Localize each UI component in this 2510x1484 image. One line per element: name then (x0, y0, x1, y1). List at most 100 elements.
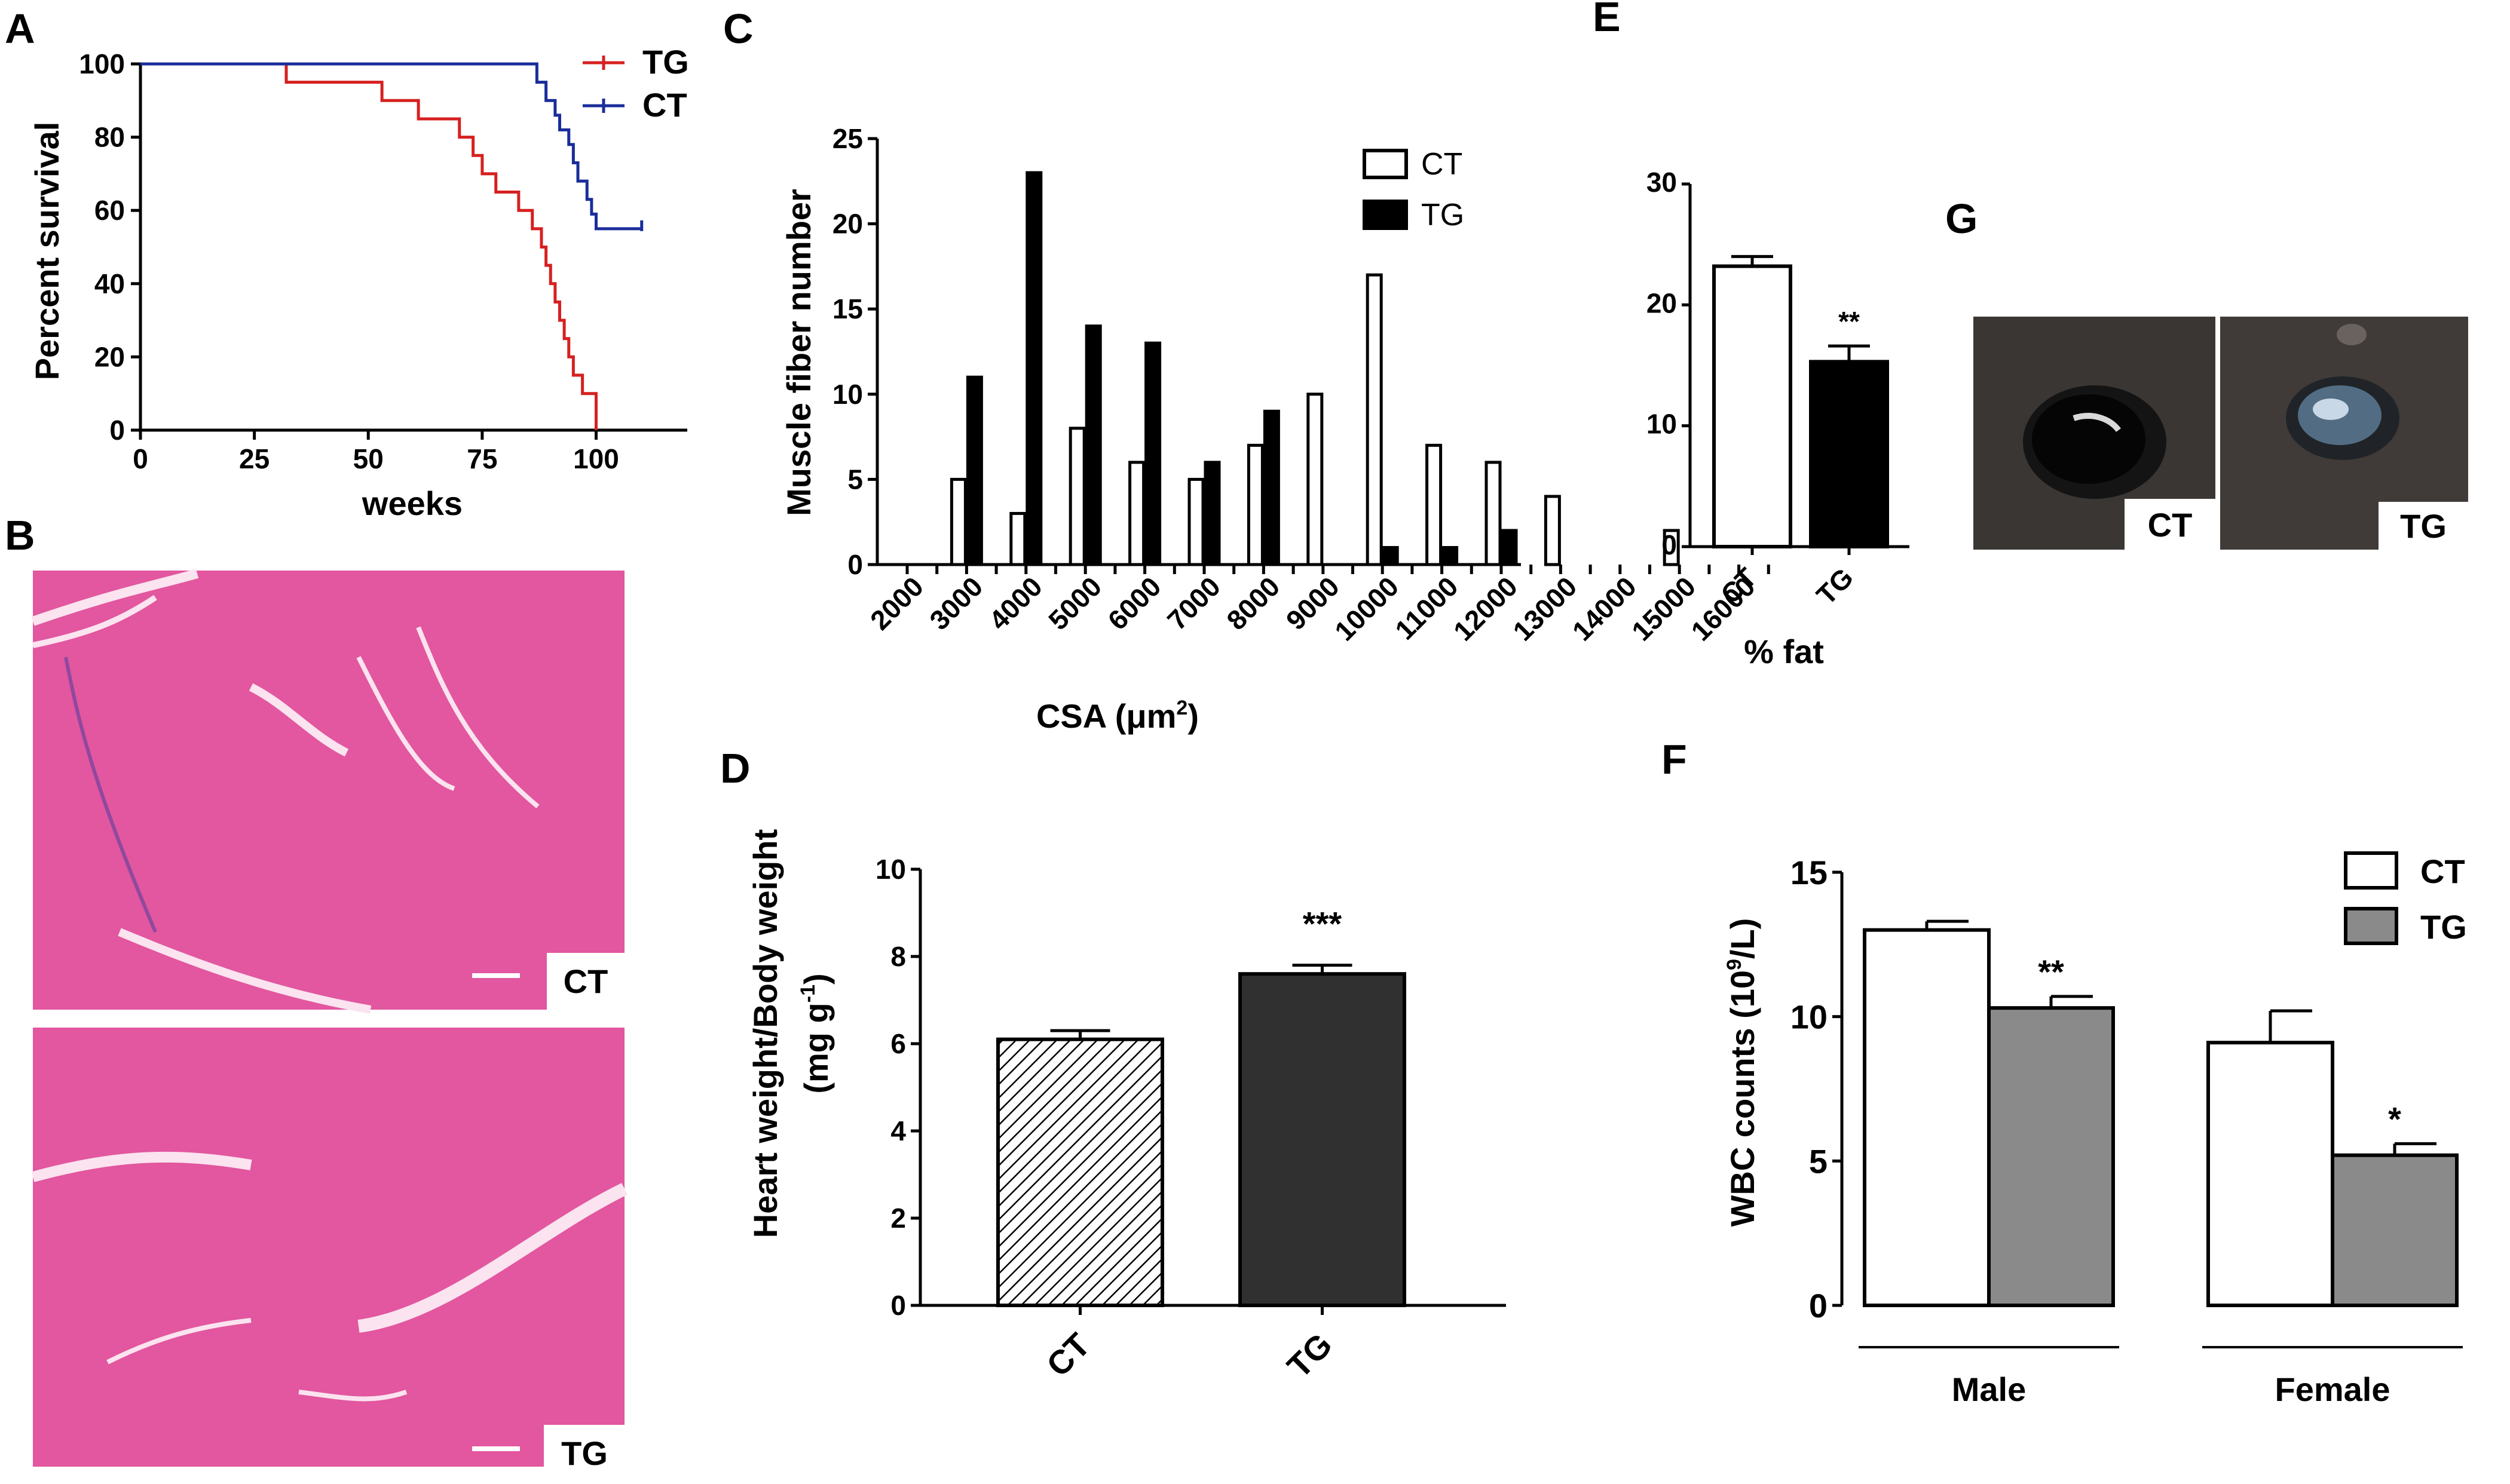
c-x-tick-label: 12000 (1447, 571, 1523, 646)
c-bar-tg (1204, 461, 1221, 566)
eye-label-ct: CT (2148, 506, 2193, 544)
a-legend-label-ct: CT (642, 86, 687, 124)
c-legend-swatch-tg (1363, 200, 1408, 230)
f-legend-label-ct: CT (2420, 853, 2465, 890)
e-bar-tg (1809, 360, 1889, 548)
c-legend-swatch-ct (1363, 149, 1408, 179)
a-series-line-ct (140, 62, 642, 231)
c-bar-tg (1501, 529, 1518, 566)
panel-label-b: B (5, 512, 35, 559)
c-bar-tg (1263, 409, 1280, 566)
f-y-tick-label: 5 (1809, 1142, 1828, 1180)
a-y-tick-label: 0 (109, 415, 125, 446)
e-x-axis-label: % fat (1744, 633, 1824, 670)
d-y-axis-label: Heart weight/Body weight (746, 829, 784, 1238)
a-x-tick-label: 100 (573, 443, 619, 474)
d-bar-tg (1238, 972, 1406, 1307)
f-y-tick-label: 0 (1809, 1287, 1828, 1324)
c-x-tick-label: 5000 (1042, 571, 1107, 636)
panel-a-survival-chart: A 0 20 40 60 80 100 0 25 50 75 100 TG CT Percent sur… (5, 5, 689, 522)
c-legend-label-tg: TG (1421, 198, 1464, 232)
f-y-tick-label: 10 (1790, 998, 1828, 1036)
e-y-tick-label: 30 (1646, 167, 1677, 198)
d-y-tick-label: 0 (890, 1290, 906, 1321)
e-y-tick-label: 0 (1661, 529, 1677, 560)
c-bar-ct (1425, 443, 1443, 566)
c-y-axis-label: Muscle fiber number (780, 189, 818, 516)
c-x-tick-label: 15000 (1626, 571, 1701, 646)
c-x-tick-label: 11000 (1389, 571, 1464, 645)
c-x-tick-label: 14000 (1566, 571, 1642, 646)
d-bar-ct (996, 1037, 1164, 1307)
c-bar-ct (1484, 461, 1502, 566)
c-x-tick-label: 6000 (1102, 571, 1167, 636)
c-x-axis-label: CSA (μm2) (1036, 697, 1199, 735)
a-x-axis-label: weeks (362, 485, 463, 522)
c-legend-label-ct: CT (1421, 147, 1462, 182)
e-significance-label: ** (1838, 306, 1860, 337)
e-y-tick-label: 20 (1646, 287, 1677, 318)
c-y-tick-label: 0 (847, 549, 863, 580)
c-bar-tg (1382, 545, 1399, 566)
c-bar-ct (1663, 529, 1680, 566)
c-y-tick-label: 15 (832, 293, 863, 324)
panel-label-e: E (1593, 0, 1621, 40)
f-significance-label: * (2388, 1100, 2401, 1137)
f-y-axis-label: WBC counts (109/L) (1723, 918, 1761, 1227)
c-bar-ct (1544, 495, 1561, 566)
e-bar-ct (1712, 264, 1792, 548)
a-legend-label-tg: TG (642, 43, 689, 81)
c-x-tick-label: 2000 (864, 571, 929, 636)
histology-image-tg: TG (31, 1028, 628, 1482)
d-y-tick-label: 2 (890, 1203, 906, 1234)
panel-d-heart-weight-chart: D 0 2 4 6 8 10 CT TG *** Heart weight/Body weigh… (720, 745, 1506, 1385)
eye-photo-tg: TG (2220, 317, 2468, 550)
c-bar-tg (1026, 171, 1043, 566)
c-x-tick-label: 8000 (1220, 571, 1285, 636)
panel-f-wbc-chart: F 0 5 10 15 ** Male * Female CT TG WBC counts (10… (1661, 736, 2467, 1408)
f-x-group-label: Female (2275, 1370, 2390, 1408)
d-y-tick-label: 8 (890, 941, 906, 972)
f-bar-ct-male (1863, 928, 1991, 1307)
a-y-tick-label: 80 (94, 122, 125, 153)
d-y-tick-label: 4 (890, 1115, 906, 1146)
c-bar-ct (1128, 461, 1146, 566)
panel-c-histogram: C 0 5 10 15 20 25 2000300040005000600070008000… (723, 5, 1770, 735)
f-legend-swatch-tg (2344, 907, 2398, 945)
panel-label-f: F (1661, 736, 1687, 783)
d-y-tick-label: 6 (890, 1028, 906, 1059)
c-bar-ct (1187, 477, 1205, 566)
d-x-tick-label: TG (1280, 1326, 1339, 1385)
f-bar-ct-female (2206, 1041, 2334, 1307)
a-y-tick-label: 60 (94, 195, 125, 226)
d-x-tick-label: CT (1039, 1326, 1097, 1384)
d-y-tick-label: 10 (876, 854, 906, 885)
c-x-tick-label: 7000 (1161, 571, 1226, 636)
eye-photo-ct: CT (1973, 317, 2215, 550)
d-y-axis-label-units: (mg g-1) (797, 973, 835, 1093)
panel-g-eye-photos: G CT TG (1945, 195, 2468, 550)
panel-label-c: C (723, 5, 754, 52)
c-bar-ct (950, 477, 967, 566)
c-x-tick-label: 10000 (1329, 571, 1404, 646)
c-bar-ct (1366, 273, 1383, 566)
c-y-tick-label: 20 (832, 209, 863, 240)
f-significance-label: ** (2038, 953, 2064, 991)
a-series-line-tg (140, 62, 598, 430)
c-bar-ct (1247, 443, 1264, 566)
c-y-tick-label: 5 (847, 464, 863, 495)
eye-label-tg: TG (2400, 507, 2447, 545)
c-bar-tg (1441, 545, 1459, 566)
histology-image-ct: CT (31, 569, 625, 1014)
c-bar-tg (966, 375, 983, 566)
c-bar-ct (1306, 393, 1324, 566)
c-bar-ct (1009, 511, 1027, 566)
a-y-axis-label: Percent survival (28, 122, 66, 381)
c-y-tick-label: 25 (832, 123, 863, 154)
panel-b-histology: B CT TG (5, 512, 628, 1482)
c-bar-ct (1069, 427, 1086, 566)
histology-label-tg: TG (561, 1434, 608, 1472)
a-y-tick-label: 40 (94, 268, 125, 299)
f-x-group-label: Male (1952, 1370, 2027, 1408)
f-bar-tg-female (2331, 1153, 2459, 1307)
